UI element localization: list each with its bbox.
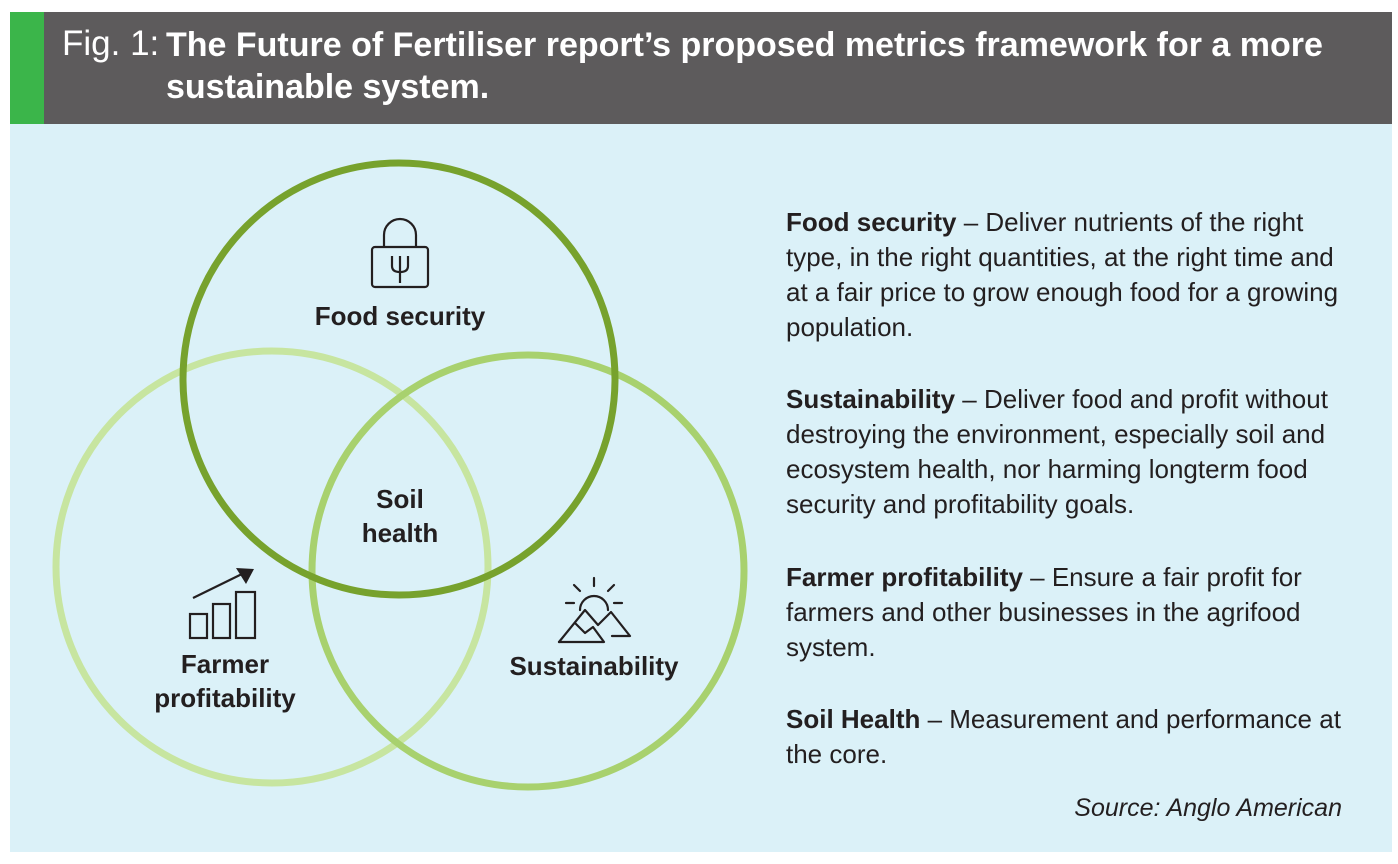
sun-mountain-icon — [557, 576, 632, 644]
diagram-panel — [10, 124, 1392, 852]
food-security-circle — [179, 159, 619, 599]
desc-soil-health-text: – Measurement and performance at the cor… — [786, 704, 1341, 769]
desc-farmer-profitability-text: – Ensure a fair profit for farmers and o… — [786, 562, 1302, 662]
source-credit: Source: Anglo American — [1074, 794, 1342, 822]
desc-food-security-text: – Deliver nutrients of the right type, i… — [786, 207, 1339, 342]
header-accent-bar — [10, 12, 44, 124]
growth-chart-icon — [188, 568, 257, 640]
sustainability-circle — [308, 351, 748, 791]
desc-soil-health-heading: Soil Health — [786, 704, 921, 734]
desc-farmer-profitability: Farmer profitability – Ensure a fair pro… — [786, 560, 1356, 665]
desc-farmer-profitability-heading: Farmer profitability — [786, 562, 1023, 592]
farmer-profitability-label-line2: profitability — [154, 683, 296, 713]
desc-soil-health: Soil Health – Measurement and performanc… — [786, 702, 1356, 772]
soil-health-label: Soil health — [330, 482, 470, 550]
soil-health-label-line2: health — [361, 518, 439, 548]
desc-food-security-heading: Food security — [786, 207, 957, 237]
desc-sustainability-text: – Deliver food and profit without destro… — [786, 384, 1328, 519]
desc-sustainability-heading: Sustainability — [786, 384, 956, 414]
lock-fork-icon — [370, 217, 430, 289]
figure-header: Fig. 1: The Future of Fertiliser report’… — [10, 12, 1392, 124]
sustainability-label: Sustainability — [509, 651, 679, 681]
farmer-profitability-label: Farmer profitability — [130, 647, 320, 715]
farmer-profitability-label-line1: Farmer — [180, 649, 270, 679]
desc-food-security: Food security – Deliver nutrients of the… — [786, 205, 1356, 345]
desc-sustainability: Sustainability – Deliver food and profit… — [786, 382, 1356, 522]
soil-health-label-line1: Soil — [376, 484, 424, 514]
food-security-label: Food security — [314, 301, 486, 331]
farmer-profitability-circle — [52, 347, 492, 787]
figure-number: Fig. 1: — [62, 24, 160, 63]
figure-title: The Future of Fertiliser report’s propos… — [166, 26, 1323, 106]
